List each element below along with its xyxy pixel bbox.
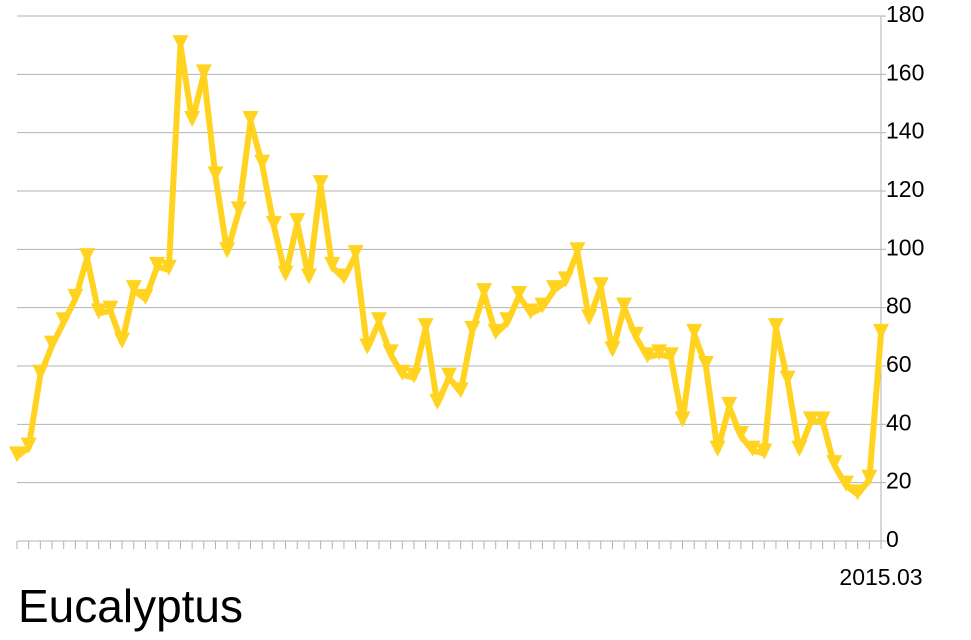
data-marker <box>149 256 166 273</box>
data-marker <box>300 268 317 285</box>
y-tick-label: 100 <box>886 234 924 260</box>
data-marker <box>744 440 761 457</box>
data-marker <box>592 277 609 294</box>
data-marker <box>137 288 154 305</box>
data-marker <box>791 440 808 457</box>
data-marker <box>312 175 329 192</box>
data-marker <box>184 111 201 127</box>
data-marker <box>721 396 738 413</box>
data-marker <box>359 338 376 355</box>
data-marker <box>826 455 843 472</box>
data-marker <box>405 367 422 384</box>
data-marker <box>756 443 773 460</box>
data-marker <box>487 323 504 340</box>
data-marker <box>557 271 574 288</box>
data-marker <box>242 111 259 127</box>
data-marker <box>394 364 411 381</box>
data-marker <box>324 256 341 273</box>
data-marker <box>289 213 306 230</box>
data-marker <box>464 321 481 337</box>
data-marker <box>697 356 714 372</box>
data-marker <box>417 318 434 335</box>
data-marker <box>370 312 387 329</box>
data-marker <box>125 280 142 297</box>
data-marker <box>9 446 25 463</box>
data-marker <box>581 309 598 326</box>
data-marker <box>207 166 224 183</box>
data-marker <box>277 265 294 282</box>
data-marker <box>219 242 236 259</box>
x-tick-label: 2015.03 <box>839 564 922 590</box>
data-marker <box>534 297 551 314</box>
y-tick-label: 140 <box>886 118 924 144</box>
data-marker <box>32 364 49 381</box>
y-tick-label: 120 <box>886 176 924 202</box>
data-marker <box>873 323 889 340</box>
data-marker <box>20 437 37 454</box>
y-tick-label: 60 <box>886 351 912 377</box>
data-marker <box>802 411 819 428</box>
chart-title: Eucalyptus <box>18 580 243 632</box>
data-marker <box>382 344 399 361</box>
data-marker <box>837 475 854 492</box>
data-marker <box>779 370 796 387</box>
data-marker <box>79 248 96 265</box>
data-marker <box>604 341 621 358</box>
y-tick-label: 180 <box>886 1 924 27</box>
data-marker <box>662 347 679 364</box>
data-marker <box>441 367 457 384</box>
data-marker <box>651 344 668 361</box>
data-marker <box>709 440 726 457</box>
data-marker <box>861 469 878 486</box>
data-marker <box>347 245 364 262</box>
data-marker <box>452 382 469 399</box>
data-marker <box>546 280 563 297</box>
data-marker <box>230 201 247 218</box>
data-marker <box>522 303 539 320</box>
data-marker <box>674 411 691 428</box>
data-marker <box>814 411 831 428</box>
data-marker <box>476 283 493 300</box>
data-marker <box>849 484 866 501</box>
data-marker <box>335 268 352 285</box>
data-marker <box>160 259 177 276</box>
data-marker <box>732 426 749 442</box>
data-marker <box>172 35 189 52</box>
y-tick-label: 80 <box>886 293 912 319</box>
y-tick-label: 40 <box>886 409 912 435</box>
data-marker <box>429 393 446 410</box>
data-marker <box>767 318 784 335</box>
data-marker <box>67 288 84 305</box>
data-marker <box>44 335 61 352</box>
data-marker <box>499 312 516 329</box>
data-marker <box>686 323 703 340</box>
data-marker <box>102 300 119 317</box>
data-marker <box>511 286 528 302</box>
y-tick-label: 0 <box>886 526 899 552</box>
data-marker <box>265 216 282 232</box>
data-line <box>15 42 884 498</box>
data-marker <box>90 303 107 320</box>
data-marker <box>569 242 586 259</box>
data-marker <box>195 64 212 81</box>
data-marker <box>639 347 656 364</box>
data-marker <box>114 332 131 349</box>
data-marker <box>254 154 271 171</box>
y-tick-label: 20 <box>886 468 912 494</box>
y-tick-label: 160 <box>886 59 924 85</box>
data-marker <box>616 297 633 314</box>
data-marker <box>55 312 72 329</box>
data-marker <box>627 326 644 343</box>
